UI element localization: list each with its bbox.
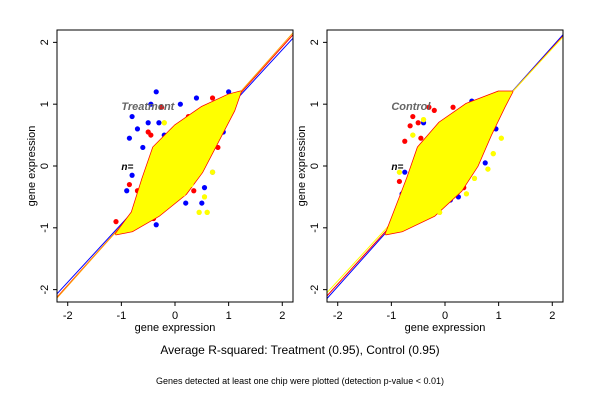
data-point xyxy=(126,181,133,188)
y-tick-label: 2 xyxy=(39,39,51,45)
data-point xyxy=(191,188,197,194)
data-point xyxy=(396,169,403,175)
data-point xyxy=(471,175,478,181)
data-point xyxy=(129,172,135,178)
y-tick-label: 1 xyxy=(309,101,321,107)
y-tick-label: 1 xyxy=(39,101,51,107)
x-tick-label: -2 xyxy=(333,310,343,322)
data-point xyxy=(458,172,464,178)
data-point xyxy=(134,126,141,132)
dense-point-cloud-core xyxy=(385,91,513,235)
y-tick-label: -1 xyxy=(39,223,51,233)
data-point xyxy=(410,132,416,138)
data-point xyxy=(402,138,408,144)
data-point xyxy=(431,107,437,113)
panel-title: Control xyxy=(391,101,431,113)
data-point xyxy=(420,117,427,123)
y-axis-label: gene expression xyxy=(296,126,308,207)
data-point xyxy=(201,185,208,191)
x-tick-label: 2 xyxy=(549,310,555,322)
caption-main: Average R-squared: Treatment (0.95), Con… xyxy=(160,343,440,357)
panel-treatment: Treatment n= -2 -1 0 1 2 -2 -1 0 1 2 gene expression… xyxy=(26,29,294,334)
data-point xyxy=(140,144,146,151)
data-point xyxy=(490,151,496,157)
x-tick-label: 0 xyxy=(172,310,178,322)
data-point xyxy=(402,169,408,175)
data-point xyxy=(410,113,416,120)
data-point xyxy=(199,200,205,206)
data-point xyxy=(158,104,165,110)
data-point xyxy=(153,89,159,95)
x-axis-label: gene expression xyxy=(135,322,216,334)
data-point xyxy=(498,135,504,141)
data-point xyxy=(209,169,216,175)
data-point xyxy=(482,160,488,166)
x-tick-label: 0 xyxy=(442,310,448,322)
data-point xyxy=(463,191,470,197)
panel-title: Treatment xyxy=(121,101,175,113)
data-point xyxy=(180,191,186,197)
data-point xyxy=(418,135,424,141)
data-point xyxy=(193,95,200,101)
data-point xyxy=(196,209,202,215)
n-annotation: n= xyxy=(391,162,403,173)
data-point xyxy=(145,120,151,126)
data-point xyxy=(204,209,210,215)
data-point xyxy=(153,222,159,228)
x-tick-label: -1 xyxy=(116,310,126,322)
data-point xyxy=(161,120,167,126)
data-point xyxy=(426,104,432,110)
data-point xyxy=(169,194,175,200)
y-tick-label: -2 xyxy=(39,285,51,295)
x-tick-label: 1 xyxy=(496,310,502,322)
plot-area xyxy=(327,34,563,299)
y-tick-label: 0 xyxy=(39,163,51,169)
x-tick-label: -1 xyxy=(386,310,396,322)
dense-point-cloud-core xyxy=(114,91,242,235)
y-tick-label: 0 xyxy=(309,163,321,169)
y-tick-label: -2 xyxy=(309,285,321,295)
y-tick-label: 2 xyxy=(309,39,321,45)
data-point xyxy=(183,200,189,206)
data-point xyxy=(450,104,456,110)
data-point xyxy=(113,219,119,225)
data-point xyxy=(126,135,133,141)
data-point xyxy=(188,181,194,188)
n-annotation: n= xyxy=(121,162,133,173)
data-point xyxy=(209,95,216,101)
data-point xyxy=(177,101,183,107)
data-point xyxy=(437,209,443,215)
data-point xyxy=(415,120,421,126)
data-point xyxy=(148,101,154,107)
panel-control: Control n= -2 -1 0 1 2 -2 -1 0 1 2 gene expression ge… xyxy=(296,29,564,334)
y-tick-label: -1 xyxy=(309,223,321,233)
data-point xyxy=(201,194,208,200)
data-point xyxy=(148,132,154,138)
data-point xyxy=(129,113,135,120)
data-point xyxy=(156,120,162,126)
y-axis-label: gene expression xyxy=(26,126,38,207)
x-axis-label: gene expression xyxy=(405,322,486,334)
data-point xyxy=(396,178,403,185)
caption-sub: Genes detected at least one chip were pl… xyxy=(156,376,444,386)
data-point xyxy=(124,188,130,194)
plot-area xyxy=(57,32,293,299)
data-point xyxy=(485,166,491,172)
data-point xyxy=(407,123,413,129)
x-tick-label: 2 xyxy=(279,310,285,322)
x-tick-label: 1 xyxy=(226,310,232,322)
x-tick-label: -2 xyxy=(63,310,73,322)
data-point xyxy=(226,89,232,95)
